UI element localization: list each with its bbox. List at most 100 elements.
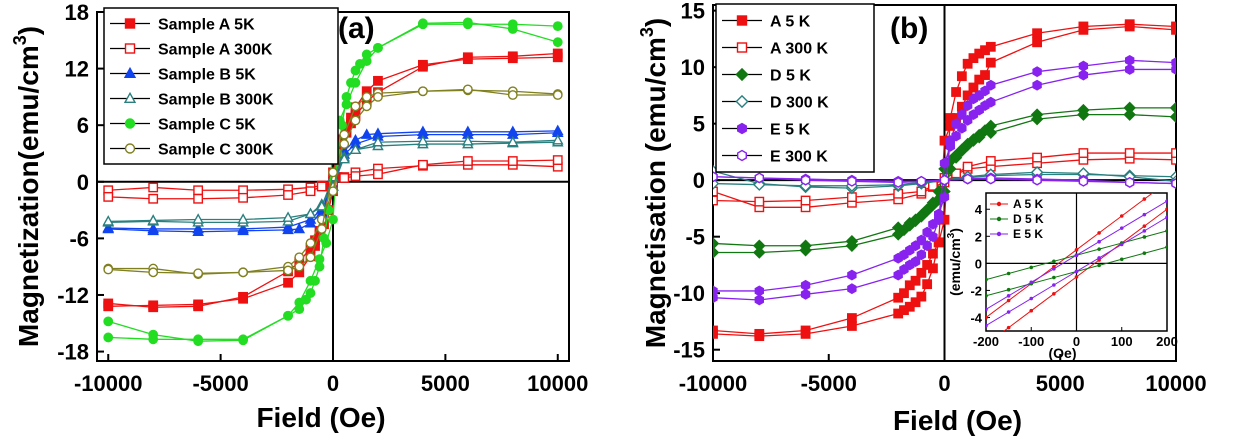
data-point — [462, 156, 473, 166]
inset-data-point — [1052, 266, 1056, 271]
inset-x-tick-label: -100 — [1018, 334, 1044, 349]
data-point — [928, 231, 938, 243]
legend-item: D 5 K — [722, 68, 811, 85]
data-point — [304, 207, 317, 219]
data-point — [934, 214, 944, 226]
legend-item: D 300 K — [722, 95, 829, 112]
data-point — [338, 152, 351, 164]
data-point — [939, 174, 950, 186]
inset-x-axis-title: (Oe) — [1049, 345, 1077, 361]
data-point — [1123, 108, 1136, 121]
data-point — [754, 196, 765, 207]
data-point — [800, 174, 811, 186]
data-point — [986, 79, 996, 91]
series-sample-c-300k — [103, 84, 563, 280]
data-point — [1032, 174, 1042, 186]
inset-data-point — [1029, 308, 1034, 313]
data-point — [713, 292, 718, 304]
data-point — [418, 61, 428, 72]
inset-data-point — [1006, 325, 1011, 330]
inset-legend: A 5 KD 5 KE 5 K — [990, 197, 1044, 241]
y-axis-title-end: ) — [13, 26, 44, 35]
data-point — [910, 275, 921, 286]
legend-item: Sample A 5K — [110, 17, 255, 34]
inset-series-d-5-k — [986, 229, 1167, 298]
inset-data-point — [1029, 296, 1034, 301]
y-tick-label: 10 — [681, 55, 705, 80]
x-axis-title: Field (Oe) — [893, 405, 1022, 436]
data-point — [237, 224, 249, 236]
data-point — [899, 288, 909, 299]
inset-data-point — [1029, 265, 1034, 270]
inset-data-point — [1142, 212, 1147, 217]
data-point — [1078, 69, 1089, 81]
legend-marker — [735, 94, 749, 109]
data-point — [847, 283, 857, 295]
data-point — [305, 288, 316, 298]
y-tick-label: 15 — [681, 0, 705, 24]
data-point — [148, 193, 159, 204]
data-point — [847, 321, 857, 331]
inset-x-tick-label: -200 — [973, 334, 999, 349]
x-tick-label: -5000 — [801, 371, 857, 396]
panel-label: (a) — [338, 12, 375, 45]
data-point — [1124, 54, 1135, 66]
inset-data-point — [986, 307, 988, 312]
y-tick-label: -5 — [685, 225, 705, 250]
data-point — [373, 75, 383, 86]
data-point — [339, 139, 350, 149]
y-tick-label: 0 — [693, 168, 705, 193]
data-point — [102, 215, 115, 226]
data-point — [1077, 108, 1090, 121]
data-point — [753, 246, 766, 259]
data-point — [462, 52, 473, 63]
series-a-5-k — [713, 19, 1176, 342]
legend-box — [103, 7, 339, 165]
data-point — [193, 334, 204, 345]
inset-data-point — [1074, 275, 1079, 279]
data-point — [984, 126, 998, 139]
data-point — [951, 87, 961, 97]
data-point — [1032, 37, 1043, 48]
data-point — [1032, 28, 1043, 39]
data-point — [951, 130, 961, 142]
inset-y-axis-title-superscript: 3 — [946, 232, 957, 238]
data-point — [304, 217, 317, 228]
data-point — [315, 200, 328, 211]
data-point — [1032, 152, 1043, 163]
data-point — [962, 58, 973, 69]
data-point — [926, 196, 940, 210]
data-point — [507, 24, 518, 34]
data-point — [1171, 154, 1176, 165]
data-point — [283, 190, 293, 200]
data-point — [986, 96, 996, 108]
data-point — [957, 109, 967, 121]
legend-item: A 5 K — [722, 14, 811, 31]
inset-data-point — [1142, 235, 1147, 239]
inset-data-point — [1165, 245, 1167, 249]
legend-marker — [736, 42, 748, 53]
data-point — [373, 91, 383, 102]
data-point — [754, 294, 764, 306]
inset-data-point — [1119, 226, 1124, 230]
y-axis-title-superscript: 3 — [10, 35, 30, 45]
inset-data-point — [986, 294, 988, 298]
data-point — [552, 90, 563, 100]
data-point — [980, 70, 990, 80]
y-axis-title-end: ) — [640, 18, 671, 27]
data-point — [956, 71, 967, 82]
data-point — [148, 267, 159, 278]
data-point — [957, 122, 967, 134]
x-tick-label: -10000 — [74, 371, 143, 396]
y-axis-title: Magnetisation (emu/cm3) — [637, 18, 671, 349]
data-point — [552, 21, 563, 32]
data-point — [910, 297, 921, 308]
data-point — [350, 65, 361, 76]
data-point — [360, 128, 373, 139]
data-point — [507, 51, 518, 62]
inset-data-point — [1097, 231, 1101, 235]
legend-marker — [124, 118, 136, 129]
data-point — [305, 186, 316, 197]
inset-data-point — [1142, 197, 1147, 201]
data-point — [361, 56, 372, 66]
